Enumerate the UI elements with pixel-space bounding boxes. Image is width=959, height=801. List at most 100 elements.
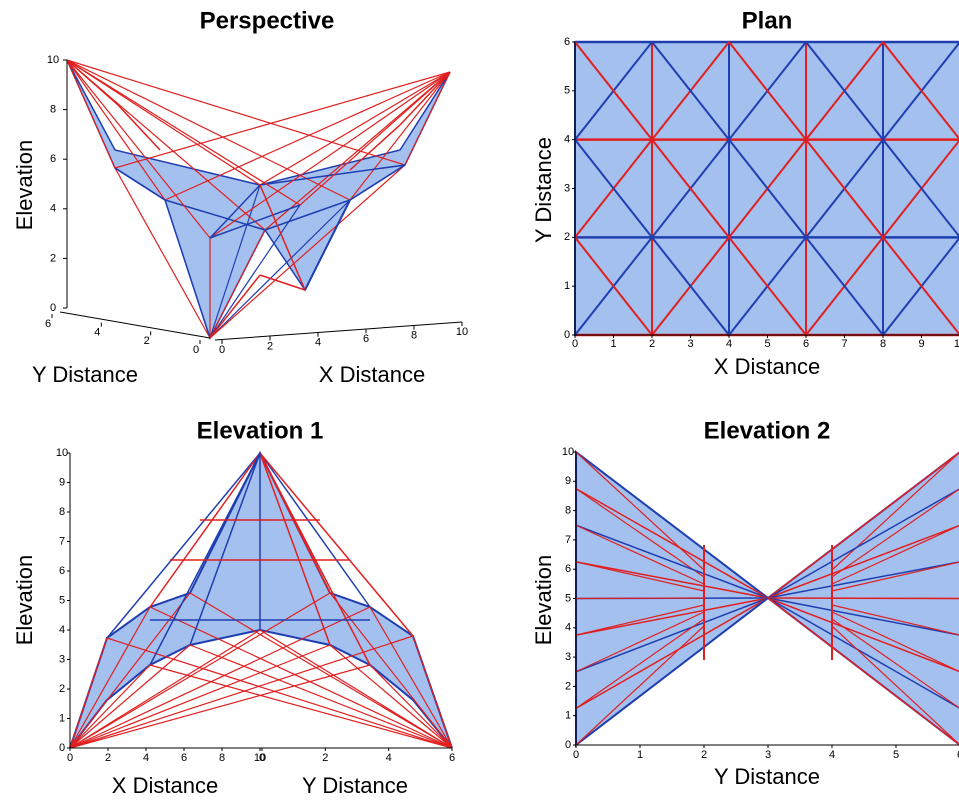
tick-label: 8 xyxy=(411,330,417,342)
tick-label: 1 xyxy=(564,280,570,292)
wire-edge xyxy=(300,72,450,205)
tick-label: 2 xyxy=(267,340,273,352)
chart-title: Elevation 2 xyxy=(704,417,831,444)
tick-label: 6 xyxy=(565,563,571,575)
tick-label: 4 xyxy=(565,622,571,634)
tick-label: 4 xyxy=(564,134,570,146)
tick-label: 5 xyxy=(59,594,65,606)
tick-label: 0 xyxy=(259,752,265,764)
tick-label: 10 xyxy=(56,447,68,459)
tick-label: 1 xyxy=(59,712,65,724)
tick-label: 2 xyxy=(649,338,655,350)
wire-face xyxy=(67,60,450,338)
tick-label: 3 xyxy=(687,338,693,350)
chart-title: Perspective xyxy=(200,7,335,34)
tick-label: 7 xyxy=(565,534,571,546)
axis-label: Elevation xyxy=(12,555,37,646)
tick-label: 8 xyxy=(59,506,65,518)
axis-label: X Distance xyxy=(319,362,425,387)
tick-label: 0 xyxy=(219,344,225,356)
tick-label: 9 xyxy=(918,338,924,350)
tick-label: 0 xyxy=(67,752,73,764)
tick-label: 4 xyxy=(829,749,835,761)
axis-label: Y Distance xyxy=(714,764,820,789)
tick-label: 2 xyxy=(105,752,111,764)
wire-edge xyxy=(576,598,704,599)
tick-label: 0 xyxy=(573,749,579,761)
tick-label: 3 xyxy=(565,651,571,663)
tick-label: 2 xyxy=(144,335,150,347)
tick-label: 0 xyxy=(572,338,578,350)
tick-label: 2 xyxy=(565,680,571,692)
tick-label: 3 xyxy=(564,182,570,194)
wire-edge xyxy=(118,105,160,150)
wire-face xyxy=(70,453,452,748)
tick-label: 0 xyxy=(59,742,65,754)
axis-label: Elevation xyxy=(531,555,556,646)
tick-label: 9 xyxy=(565,475,571,487)
wire-edge xyxy=(832,598,959,599)
tick-label: 5 xyxy=(764,338,770,350)
tick-label: 0 xyxy=(565,739,571,751)
tick-label: 4 xyxy=(726,338,732,350)
wire-edge xyxy=(350,72,450,200)
wire-edge xyxy=(67,60,210,238)
tick-label: 10 xyxy=(562,446,574,458)
wireframes xyxy=(67,42,959,748)
tick-label: 6 xyxy=(803,338,809,350)
chart-title: Elevation 1 xyxy=(197,417,324,444)
axis-label: X Distance xyxy=(714,354,820,379)
tick-label: 10 xyxy=(456,326,468,338)
tick-label: 0 xyxy=(50,302,56,314)
tick-label: 1 xyxy=(610,338,616,350)
wire-edge xyxy=(67,60,118,105)
axis-label: Y Distance xyxy=(531,137,556,243)
tick-label: 5 xyxy=(564,85,570,97)
axis-line xyxy=(215,322,462,340)
wire-edge xyxy=(265,72,450,230)
tick-label: 1 xyxy=(565,710,571,722)
tick-label: 0 xyxy=(193,344,199,356)
tick-label: 4 xyxy=(50,203,56,215)
tick-label: 4 xyxy=(59,624,65,636)
tick-label: 2 xyxy=(59,683,65,695)
tick-label: 8 xyxy=(219,752,225,764)
tick-label: 10 xyxy=(47,54,59,66)
tick-label: 6 xyxy=(59,565,65,577)
tick-label: 6 xyxy=(564,36,570,48)
tick-label: 6 xyxy=(449,752,455,764)
tick-label: 2 xyxy=(701,749,707,761)
wire-edge xyxy=(67,60,165,200)
tick-label: 7 xyxy=(841,338,847,350)
axis-label: Y Distance xyxy=(302,773,408,798)
tick-label: 5 xyxy=(565,592,571,604)
page: Perspective024681002460246810ElevationY … xyxy=(0,0,959,801)
axis-line xyxy=(60,312,210,338)
tick-label: 6 xyxy=(363,333,369,345)
tick-label: 2 xyxy=(322,752,328,764)
figure: Perspective024681002460246810ElevationY … xyxy=(0,0,959,801)
tick-label: 2 xyxy=(564,231,570,243)
tick-label: 4 xyxy=(94,327,100,339)
tick-label: 4 xyxy=(315,337,321,349)
tick-label: 8 xyxy=(50,104,56,116)
tick-label: 5 xyxy=(893,749,899,761)
tick-label: 6 xyxy=(50,153,56,165)
tick-label: 8 xyxy=(880,338,886,350)
tick-label: 1 xyxy=(637,749,643,761)
tick-label: 4 xyxy=(386,752,392,764)
tick-label: 4 xyxy=(143,752,149,764)
axis-label: X Distance xyxy=(112,773,218,798)
tick-label: 8 xyxy=(565,505,571,517)
tick-label: 3 xyxy=(59,653,65,665)
tick-label: 9 xyxy=(59,476,65,488)
tick-label: 10 xyxy=(954,338,959,350)
tick-label: 6 xyxy=(181,752,187,764)
tick-label: 7 xyxy=(59,535,65,547)
tick-label: 6 xyxy=(45,318,51,330)
chart-title: Plan xyxy=(742,7,793,34)
tick-label: 3 xyxy=(765,749,771,761)
tick-label: 0 xyxy=(564,329,570,341)
axis-label: Y Distance xyxy=(32,362,138,387)
axis-label: Elevation xyxy=(12,140,37,231)
